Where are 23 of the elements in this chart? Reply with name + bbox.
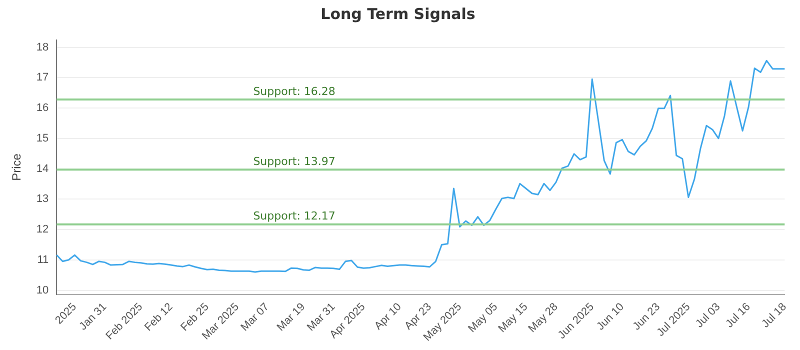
chart-title: Long Term Signals [320,4,476,23]
x-tick-label: Apr 10 [372,300,404,332]
y-tick-label: 18 [36,41,49,54]
ref-line-label: Support: 12.17 [253,210,336,223]
ref-line-label: Support: 16.28 [253,84,336,98]
y-tick-label: 11 [37,254,49,266]
y-tick-label: 12 [36,224,49,236]
x-tick-label: Jul 03 [694,300,723,330]
y-tick-label: 15 [36,132,49,144]
x-tick-label: Jun 10 [594,300,626,333]
y-tick-label: 14 [36,162,49,175]
x-tick-label: Jul 18 [760,300,789,330]
y-tick-label: 16 [36,102,49,114]
y-tick-label: 10 [36,284,49,296]
x-tick-label: Feb 12 [142,300,176,334]
x-tick-label: Mar 07 [238,300,272,334]
x-tick-label: Jul 16 [724,300,753,330]
ref-line-label: Support: 13.97 [253,155,336,168]
x-tick-label: May 28 [526,300,560,335]
x-tick-label: Mar 19 [274,300,308,334]
y-tick-label: 13 [36,193,49,206]
y-tick-label: 17 [36,72,49,84]
y-axis-title: Price [10,153,24,181]
